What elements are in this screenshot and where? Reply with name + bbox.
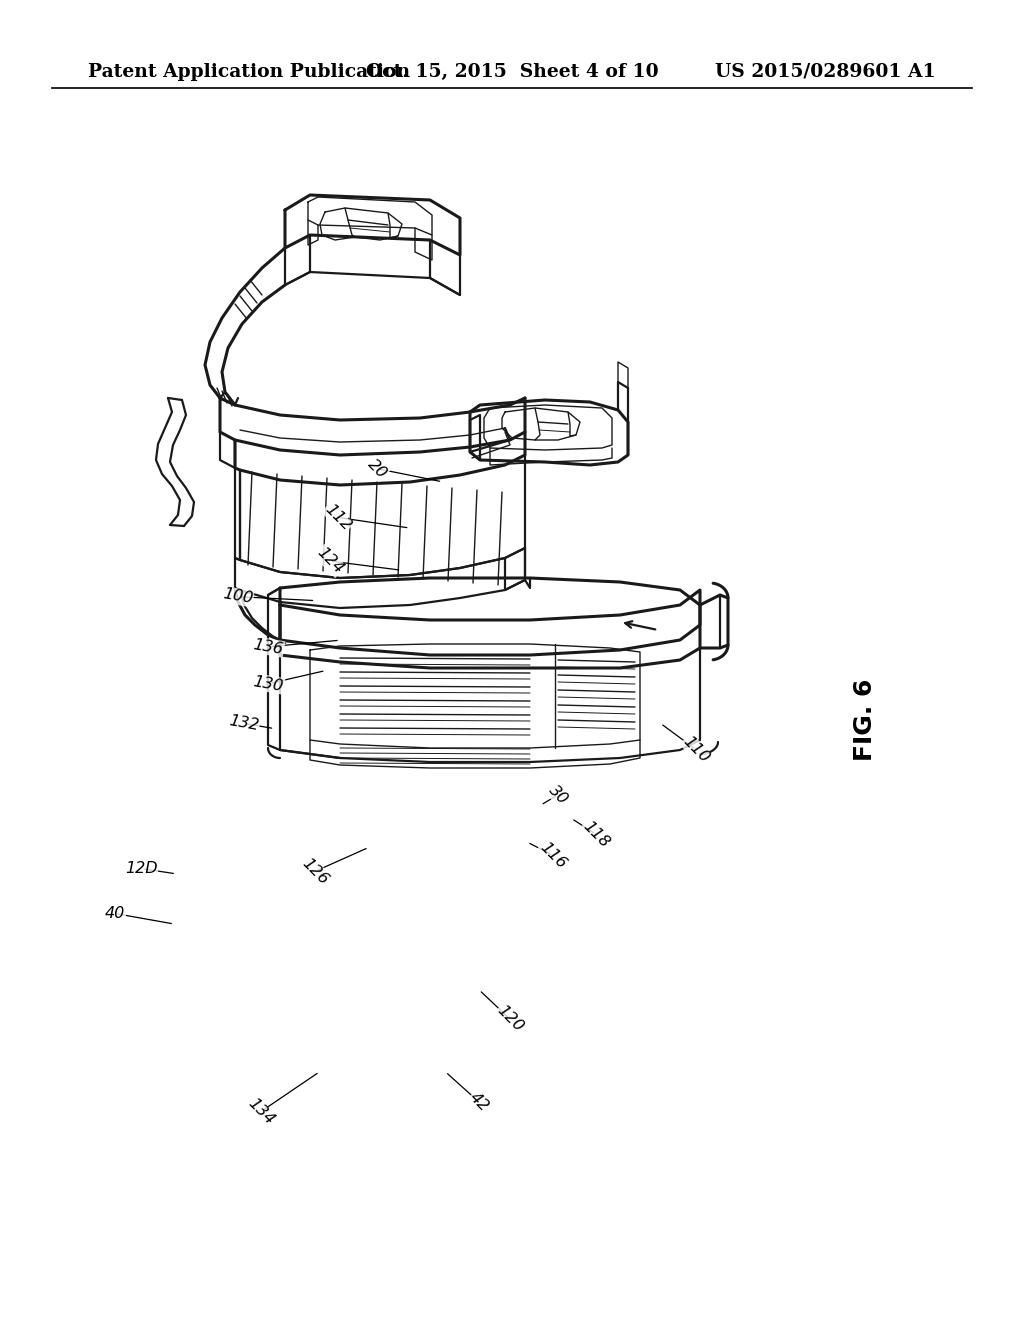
Text: 116: 116: [537, 840, 569, 871]
Text: 118: 118: [580, 818, 612, 850]
Text: 110: 110: [680, 734, 713, 766]
Text: US 2015/0289601 A1: US 2015/0289601 A1: [716, 63, 936, 81]
Text: 136: 136: [252, 636, 285, 657]
Text: 134: 134: [245, 1096, 278, 1127]
Text: 126: 126: [299, 855, 332, 887]
Text: 42: 42: [467, 1090, 492, 1114]
Text: 132: 132: [227, 713, 260, 734]
Text: 100: 100: [221, 586, 254, 607]
Text: 124: 124: [313, 545, 346, 577]
Text: 40: 40: [104, 906, 125, 921]
Text: FIG. 6: FIG. 6: [853, 678, 878, 760]
Text: 130: 130: [252, 673, 285, 694]
Text: 112: 112: [322, 502, 354, 533]
Text: Oct. 15, 2015  Sheet 4 of 10: Oct. 15, 2015 Sheet 4 of 10: [366, 63, 658, 81]
Text: 20: 20: [365, 457, 389, 480]
Text: 120: 120: [494, 1003, 526, 1035]
Text: 30: 30: [546, 783, 570, 807]
Text: Patent Application Publication: Patent Application Publication: [88, 63, 411, 81]
Text: 12D: 12D: [125, 861, 158, 876]
